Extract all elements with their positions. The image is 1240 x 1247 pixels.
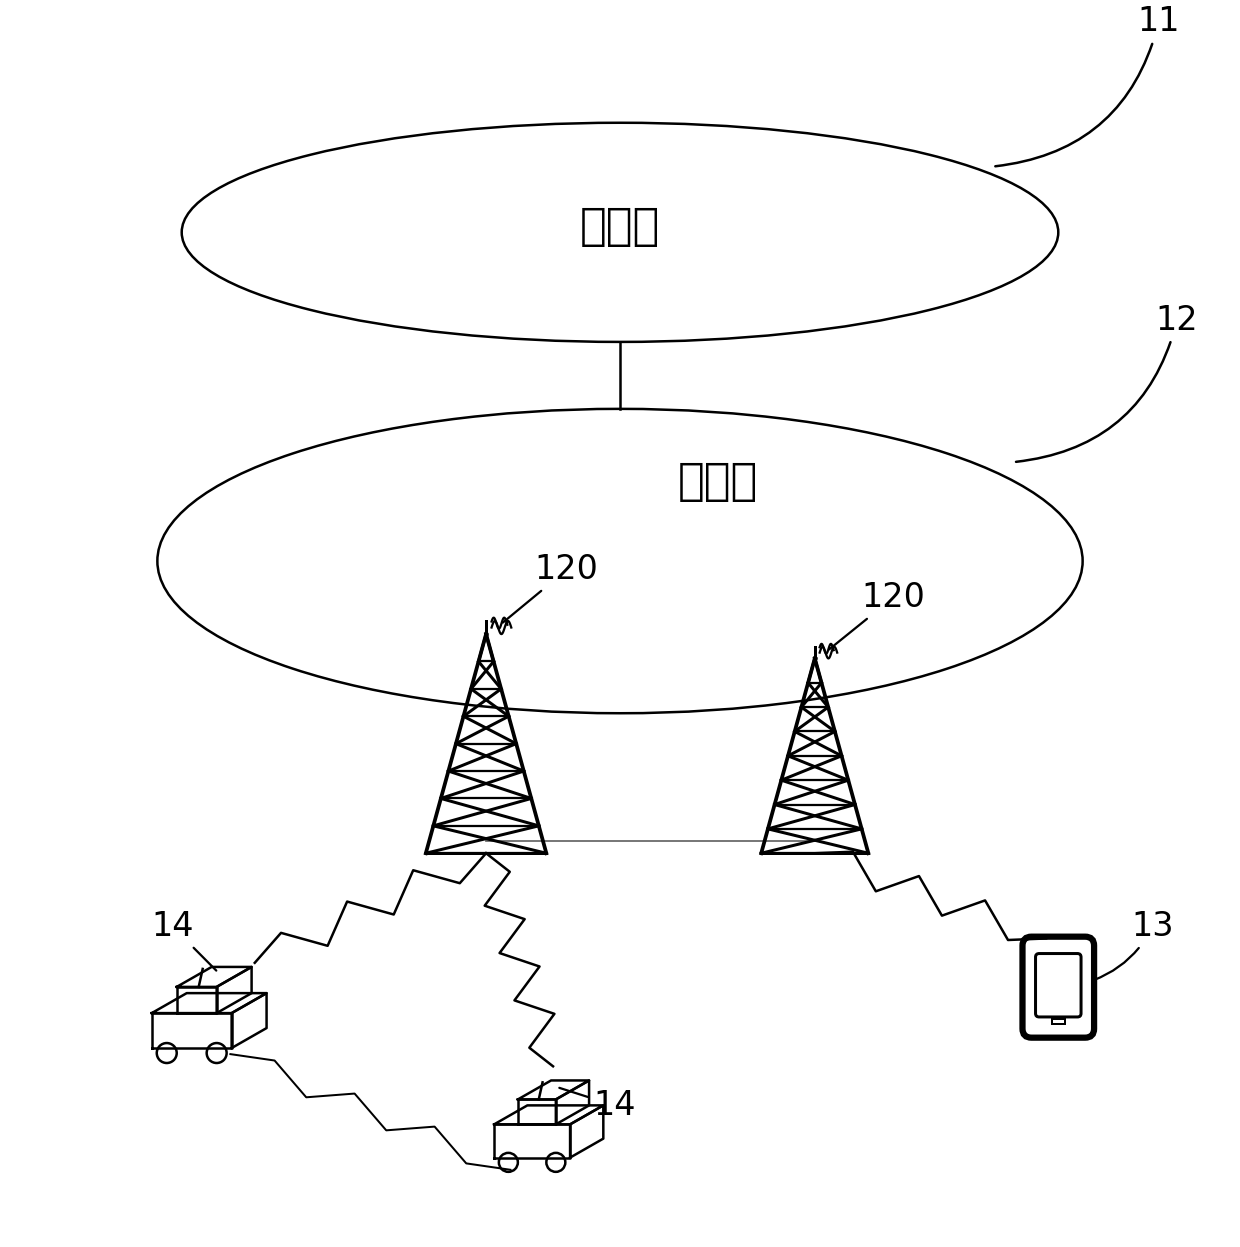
Text: 120: 120 (503, 554, 599, 622)
Bar (1052, 1019, 1065, 1024)
Text: 接入网: 接入网 (677, 460, 758, 504)
Text: 14: 14 (151, 910, 216, 970)
Text: 核心网: 核心网 (580, 205, 660, 248)
Text: 13: 13 (1094, 910, 1174, 980)
Text: 14: 14 (559, 1087, 636, 1122)
Text: 12: 12 (1016, 304, 1198, 461)
Text: 11: 11 (996, 5, 1180, 166)
Text: 120: 120 (830, 581, 925, 650)
